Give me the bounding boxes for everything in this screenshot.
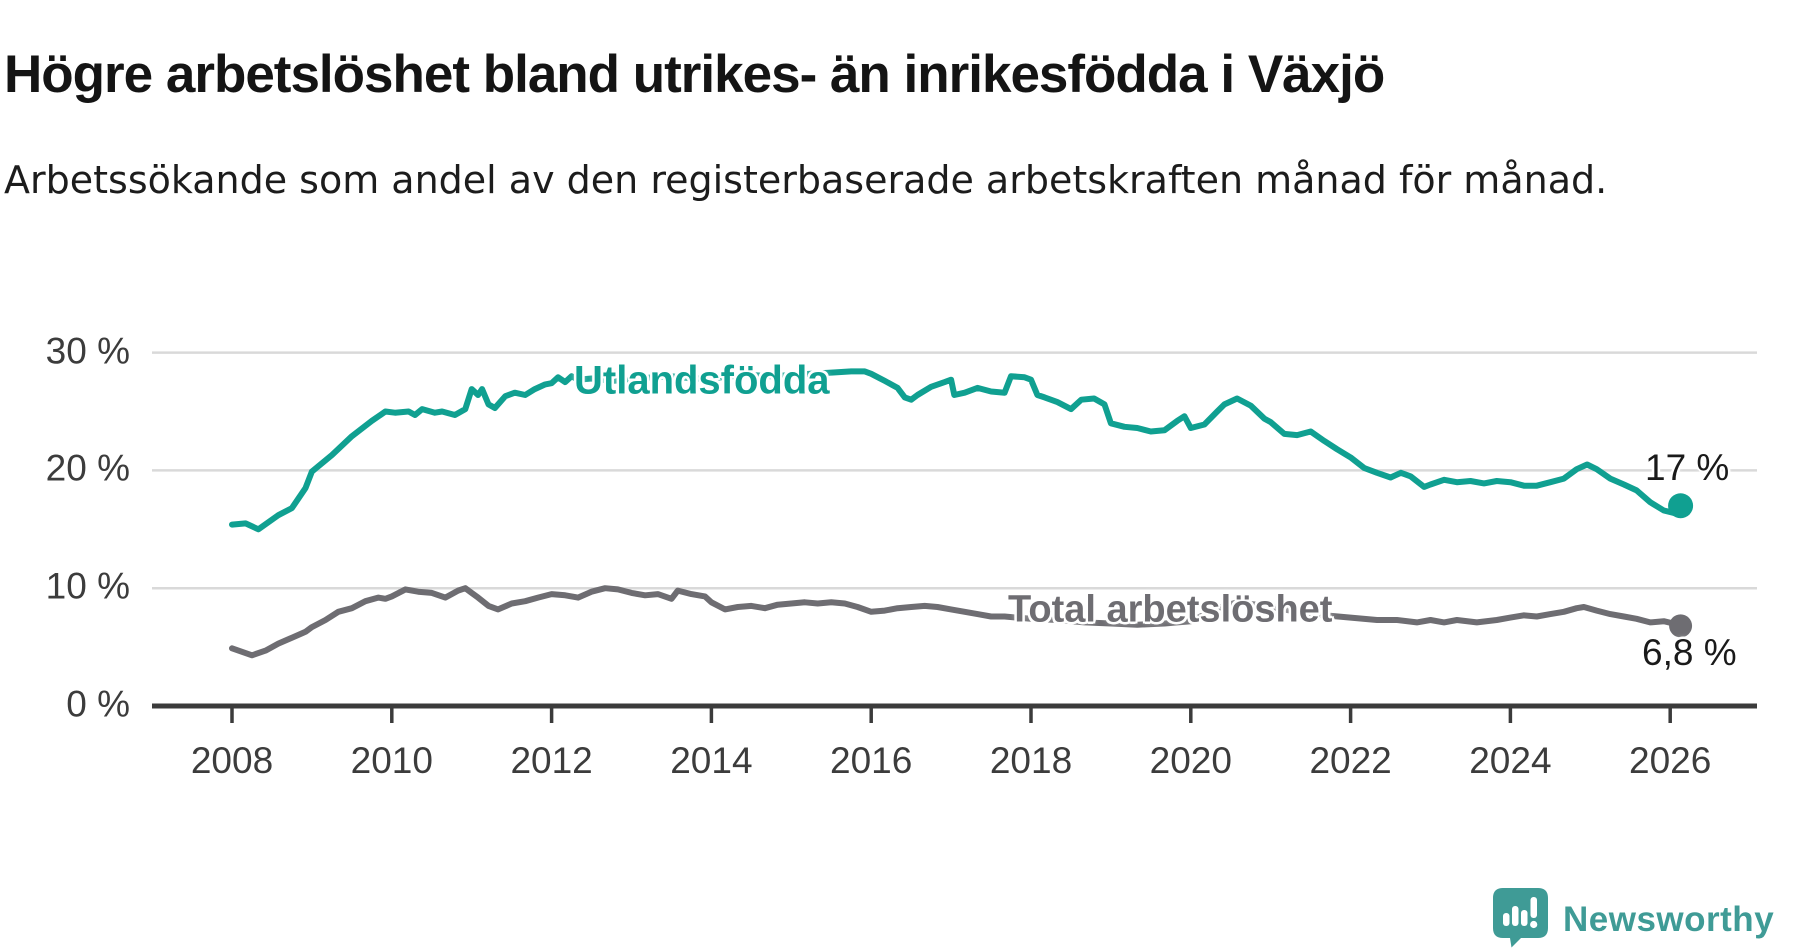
series-lines	[229, 368, 1684, 659]
series-end-dot-utlandsfodda	[1668, 493, 1694, 519]
x-tick-label: 2020	[1149, 740, 1232, 781]
end-value-label-total: 6,8 %	[1642, 632, 1737, 673]
y-tick-label: 20 %	[45, 447, 130, 489]
x-tick-label: 2018	[989, 740, 1073, 781]
newsworthy-logo-icon	[1492, 886, 1549, 948]
page-title: Högre arbetslöshet bland utrikes- än inr…	[4, 44, 1385, 104]
series-end-dot-total	[1669, 614, 1693, 638]
x-axis-ticks	[230, 708, 1672, 723]
x-tick-label: 2026	[1629, 740, 1712, 781]
x-tick-label: 2008	[190, 740, 274, 781]
y-tick-label: 30 %	[45, 329, 130, 371]
series-end-dots	[1668, 493, 1694, 638]
page-subtitle: Arbetssökande som andel av den registerb…	[4, 158, 1608, 202]
newsworthy-wordmark: Newsworthy	[1563, 899, 1775, 939]
series-line-total	[229, 585, 1684, 659]
series-line-utlandsfodda	[229, 368, 1684, 533]
end-value-label-utlandsfodda: 17 %	[1645, 447, 1730, 488]
y-tick-label: 10 %	[45, 565, 130, 607]
series-label-utlandsfodda: Utlandsfödda	[574, 358, 830, 403]
x-tick-label: 2012	[510, 740, 593, 781]
x-tick-label: 2022	[1309, 740, 1392, 781]
x-tick-label: 2024	[1469, 740, 1552, 781]
x-tick-label: 2016	[830, 740, 913, 781]
x-tick-label: 2010	[350, 740, 433, 781]
gridlines	[152, 351, 1757, 590]
newsworthy-branding: Newsworthy	[1492, 886, 1774, 948]
series-label-total-arbetsloshet: Total arbetslöshet	[1008, 588, 1333, 631]
x-tick-label: 2014	[670, 740, 753, 781]
y-tick-label: 0 %	[66, 683, 130, 725]
